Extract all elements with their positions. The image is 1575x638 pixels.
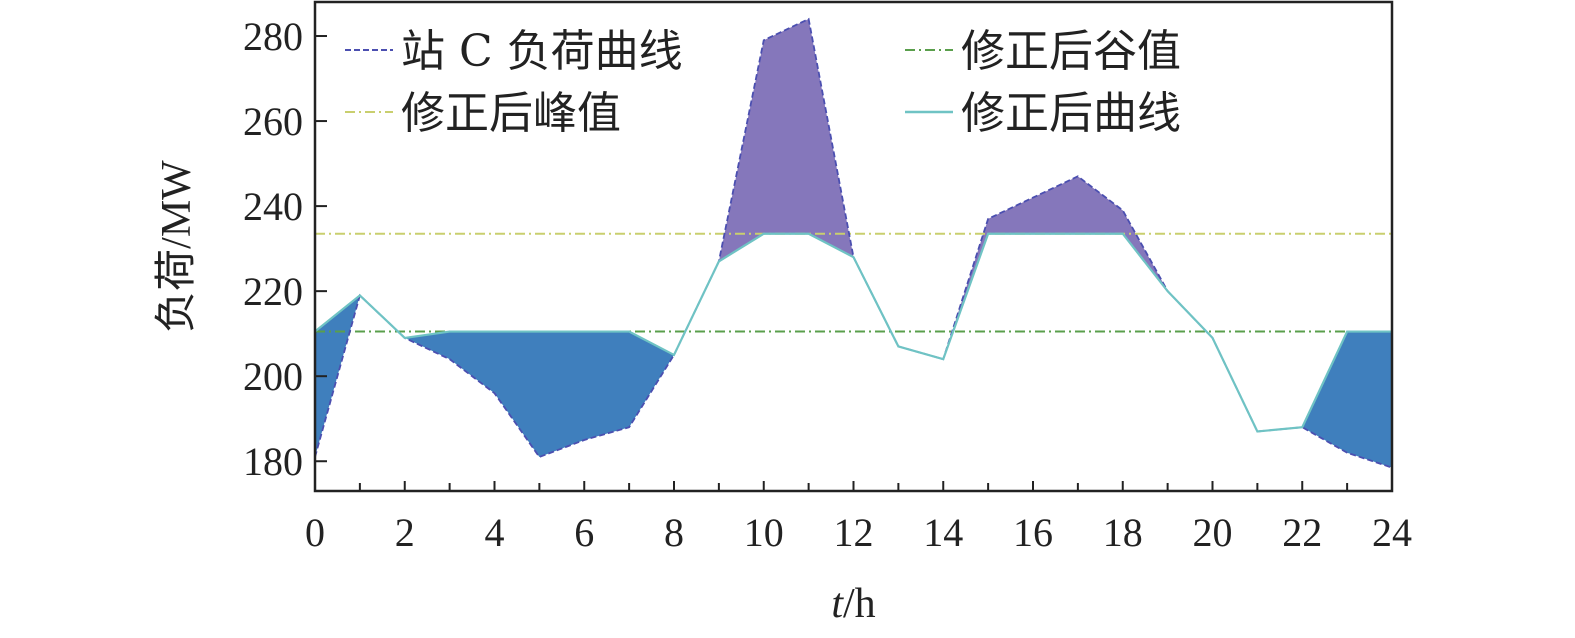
x-axis-label-unit: /h: [843, 581, 876, 627]
x-tick-label: 10: [744, 510, 784, 555]
reference-lines: [315, 232, 1392, 333]
legend-label-3: 修正后曲线: [961, 88, 1181, 139]
valley-filled-area-4: [1302, 331, 1392, 468]
x-tick-label: 20: [1193, 510, 1233, 555]
x-tick-label: 4: [485, 510, 505, 555]
x-tick-label: 2: [395, 510, 415, 555]
series-line-modified: [314, 232, 1392, 433]
x-tick-label: 16: [1013, 510, 1053, 555]
y-tick-label: 180: [243, 439, 303, 484]
y-tick-label: 200: [243, 354, 303, 399]
x-tick-label: 0: [305, 510, 325, 555]
x-tick-label: 14: [923, 510, 963, 555]
shaded-areas: [315, 19, 1392, 468]
y-tick-label: 220: [243, 269, 303, 314]
valley-filled-area-1: [404, 331, 674, 457]
x-tick-label: 12: [834, 510, 874, 555]
legend-label-2: 修正后峰值: [401, 88, 621, 139]
x-axis-label: t/h: [831, 581, 875, 627]
y-tick-label: 260: [243, 99, 303, 144]
y-tick-label: 280: [243, 14, 303, 59]
x-axis-label-italic: t: [831, 581, 844, 627]
peak-shaved-area-3: [943, 176, 1168, 360]
series-lines: [314, 17, 1393, 469]
x-tick-label: 18: [1103, 510, 1143, 555]
x-tick-label: 24: [1372, 510, 1412, 555]
legend-label-1: 修正后谷值: [961, 26, 1181, 77]
x-tick-label: 22: [1282, 510, 1322, 555]
y-axis-label: 负荷/MW: [154, 160, 200, 333]
legend-label-0: 站 C 负荷曲线: [401, 26, 683, 77]
x-tick-label: 8: [664, 510, 684, 555]
x-tick-label: 6: [574, 510, 594, 555]
series-line-original: [314, 17, 1393, 469]
y-tick-label: 240: [243, 184, 303, 229]
peak-shaved-area-2: [718, 19, 854, 262]
